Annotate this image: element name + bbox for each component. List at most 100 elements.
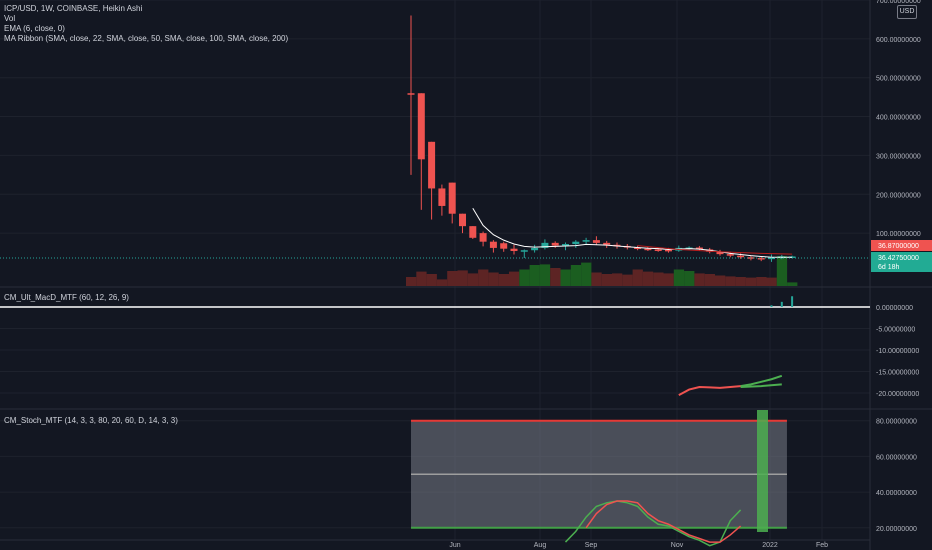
macd-pane-legend: CM_Ult_MacD_MTF (60, 12, 26, 9) [4, 293, 129, 303]
time-axis-tick: Nov [671, 542, 684, 549]
stoch-axis-tick: 40.00000000 [876, 490, 917, 497]
stoch-axis-tick: 80.00000000 [876, 419, 917, 426]
stoch-signal-highlight [757, 410, 768, 532]
stoch-line-d [585, 500, 742, 543]
ma-ribbon-indicator-label[interactable]: MA Ribbon (SMA, close, 22, SMA, close, 5… [4, 34, 289, 43]
candle-body [592, 240, 600, 243]
price-axis-tick: 500.00000000 [876, 76, 921, 83]
volume-bar [704, 274, 715, 286]
volume-bar [436, 279, 448, 286]
candle-body [757, 258, 765, 260]
candle-body [695, 247, 703, 250]
price-tag-current-text: 36.42750000 [878, 255, 919, 262]
ema-indicator-label[interactable]: EMA (6, close, 0) [4, 24, 65, 33]
candle-body [603, 242, 611, 245]
volume-bar [715, 275, 726, 286]
volume-bar [426, 274, 437, 286]
volume-bar [519, 269, 530, 286]
volume-bar [509, 271, 520, 286]
macd-line [740, 374, 783, 388]
volume-bar [642, 271, 654, 286]
macd-indicator-label[interactable]: CM_Ult_MacD_MTF (60, 12, 26, 9) [4, 293, 129, 302]
candle-body [531, 247, 539, 251]
candle-body [489, 241, 497, 248]
volume-bar [539, 264, 551, 286]
volume-bar [457, 270, 468, 286]
stoch-line-k [564, 500, 742, 547]
volume-bar [694, 273, 705, 286]
time-axis-tick: Jun [449, 542, 460, 549]
macd-axis-tick: 0.00000000 [876, 305, 913, 312]
volume-bar [560, 269, 571, 286]
price-tag-current [871, 252, 932, 272]
macd-axis-tick: -15.00000000 [876, 370, 919, 377]
candle-body [582, 240, 590, 242]
price-axis-tick: 700.00000000 [876, 0, 921, 5]
candle-body [428, 141, 436, 189]
candle-body [551, 242, 559, 246]
volume-bar [488, 272, 499, 286]
price-tag-upper-text: 36.87000000 [878, 243, 919, 250]
volume-bar [612, 273, 623, 286]
currency-button[interactable]: USD [897, 5, 917, 19]
volume-bar [725, 276, 736, 286]
time-axis-tick: Sep [585, 542, 598, 549]
volume-bar [653, 272, 664, 286]
candle-body [417, 93, 425, 160]
stoch-indicator-label[interactable]: CM_Stoch_MTF (14, 3, 3, 80, 20, 60, D, 1… [4, 416, 178, 425]
volume-bar [581, 262, 592, 286]
volume-bar [550, 268, 561, 286]
stoch-pane-legend: CM_Stoch_MTF (14, 3, 3, 80, 20, 60, D, 1… [4, 416, 178, 426]
macd-line [678, 385, 741, 397]
volume-bar [467, 273, 479, 286]
volume-bar [787, 282, 798, 286]
vol-indicator-label[interactable]: Vol [4, 14, 16, 23]
price-axis-tick: 400.00000000 [876, 115, 921, 122]
candle-body [407, 93, 415, 95]
candle-body [665, 249, 672, 252]
candle-body [459, 213, 466, 227]
ema-line [472, 208, 793, 258]
candle-body [644, 248, 652, 251]
chart-legend: ICP/USD, 1W, COINBASE, Heikin Ashi Vol E… [4, 4, 288, 44]
candle-body [737, 255, 745, 258]
price-tag-countdown-text: 6d 18h [878, 264, 900, 271]
volume-bar [766, 277, 777, 286]
candle-body [541, 242, 549, 248]
candle-body [654, 249, 662, 251]
macd-histogram-bar [791, 296, 794, 307]
macd-axis-tick: -5.00000000 [876, 327, 915, 334]
time-axis-tick: Feb [816, 542, 828, 549]
candle-body [469, 226, 477, 238]
candle-body [562, 244, 569, 246]
volume-bar [478, 269, 489, 286]
volume-bar [416, 271, 427, 286]
candle-body [479, 233, 487, 242]
stoch-axis-tick: 60.00000000 [876, 454, 917, 461]
volume-bar [601, 274, 612, 286]
price-axis-tick: 300.00000000 [876, 153, 921, 160]
candle-body [572, 241, 580, 245]
volume-bar [406, 277, 417, 286]
macd-axis-tick: -10.00000000 [876, 348, 919, 355]
candle-body [438, 188, 446, 206]
price-tag-upper [871, 240, 932, 251]
macd-histogram-bar [780, 301, 783, 307]
macd-line [740, 383, 782, 388]
macd-axis-tick: -20.00000000 [876, 391, 919, 398]
candle-body [520, 250, 528, 252]
candle-body [716, 251, 724, 255]
candle-body [726, 254, 734, 256]
volume-bar [735, 277, 746, 286]
volume-bar [447, 271, 458, 286]
volume-bar [776, 256, 788, 286]
volume-bar [591, 272, 602, 286]
volume-bar [663, 273, 674, 286]
ma-ribbon-line [637, 245, 793, 255]
symbol-title[interactable]: ICP/USD, 1W, COINBASE, Heikin Ashi [4, 4, 143, 13]
time-axis-tick: 2022 [762, 542, 778, 549]
volume-bar [756, 277, 767, 286]
price-axis-tick: 100.00000000 [876, 231, 921, 238]
candle-body [500, 243, 508, 249]
